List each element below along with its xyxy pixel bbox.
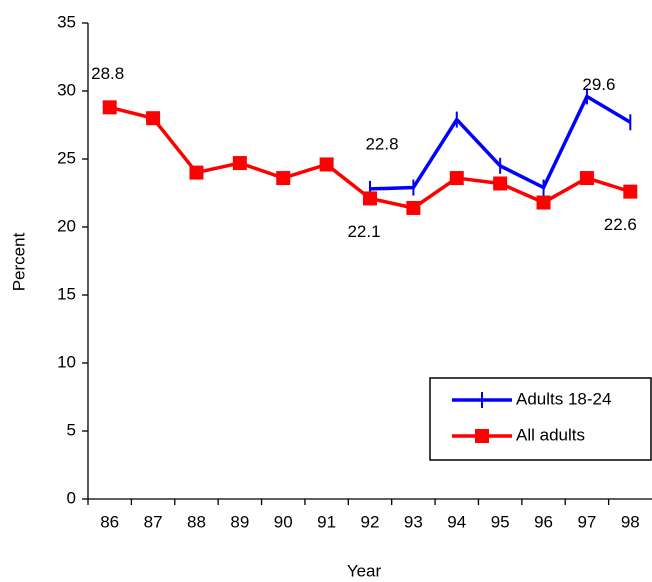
marker — [276, 171, 291, 186]
marker — [536, 195, 551, 210]
data-label: 22.1 — [347, 222, 380, 241]
data-label: 28.8 — [91, 64, 124, 83]
x-tick-label: 96 — [534, 512, 553, 531]
marker — [146, 111, 161, 126]
marker — [232, 156, 247, 171]
x-tick-label: 94 — [447, 512, 466, 531]
y-tick-label: 5 — [67, 420, 76, 439]
x-tick-label: 97 — [577, 512, 596, 531]
x-axis-title: Year — [347, 561, 382, 580]
y-tick-label: 15 — [57, 284, 76, 303]
marker — [449, 171, 464, 186]
y-tick-label: 0 — [67, 488, 76, 507]
marker — [579, 171, 594, 186]
x-tick-label: 87 — [144, 512, 163, 531]
legend-label: Adults 18-24 — [516, 389, 611, 408]
marker — [475, 429, 489, 443]
y-tick-label: 30 — [57, 80, 76, 99]
y-tick-label: 35 — [57, 12, 76, 31]
legend: Adults 18-24 All adults — [429, 377, 652, 461]
marker — [493, 176, 508, 191]
y-axis-title: Percent — [9, 232, 28, 291]
y-tick-label: 10 — [57, 352, 76, 371]
x-tick-label: 91 — [317, 512, 336, 531]
x-tick-label: 98 — [621, 512, 640, 531]
data-label: 22.8 — [365, 134, 398, 153]
marker — [319, 157, 334, 172]
x-tick-label: 95 — [491, 512, 510, 531]
legend-box — [429, 377, 652, 461]
x-tick-label: 90 — [274, 512, 293, 531]
x-tick-label: 88 — [187, 512, 206, 531]
x-tick-label: 89 — [230, 512, 249, 531]
x-tick-label: 92 — [361, 512, 380, 531]
y-tick-label: 20 — [57, 216, 76, 235]
marker — [363, 191, 377, 206]
marker — [623, 184, 638, 199]
data-label: 22.6 — [604, 215, 637, 234]
data-label: 29.6 — [582, 75, 615, 94]
marker — [406, 200, 421, 215]
y-tick-label: 25 — [57, 148, 76, 167]
x-tick-label: 93 — [404, 512, 423, 531]
x-tick-label: 86 — [100, 512, 119, 531]
marker — [189, 165, 204, 180]
marker — [102, 100, 117, 115]
legend-label: All adults — [516, 425, 585, 444]
